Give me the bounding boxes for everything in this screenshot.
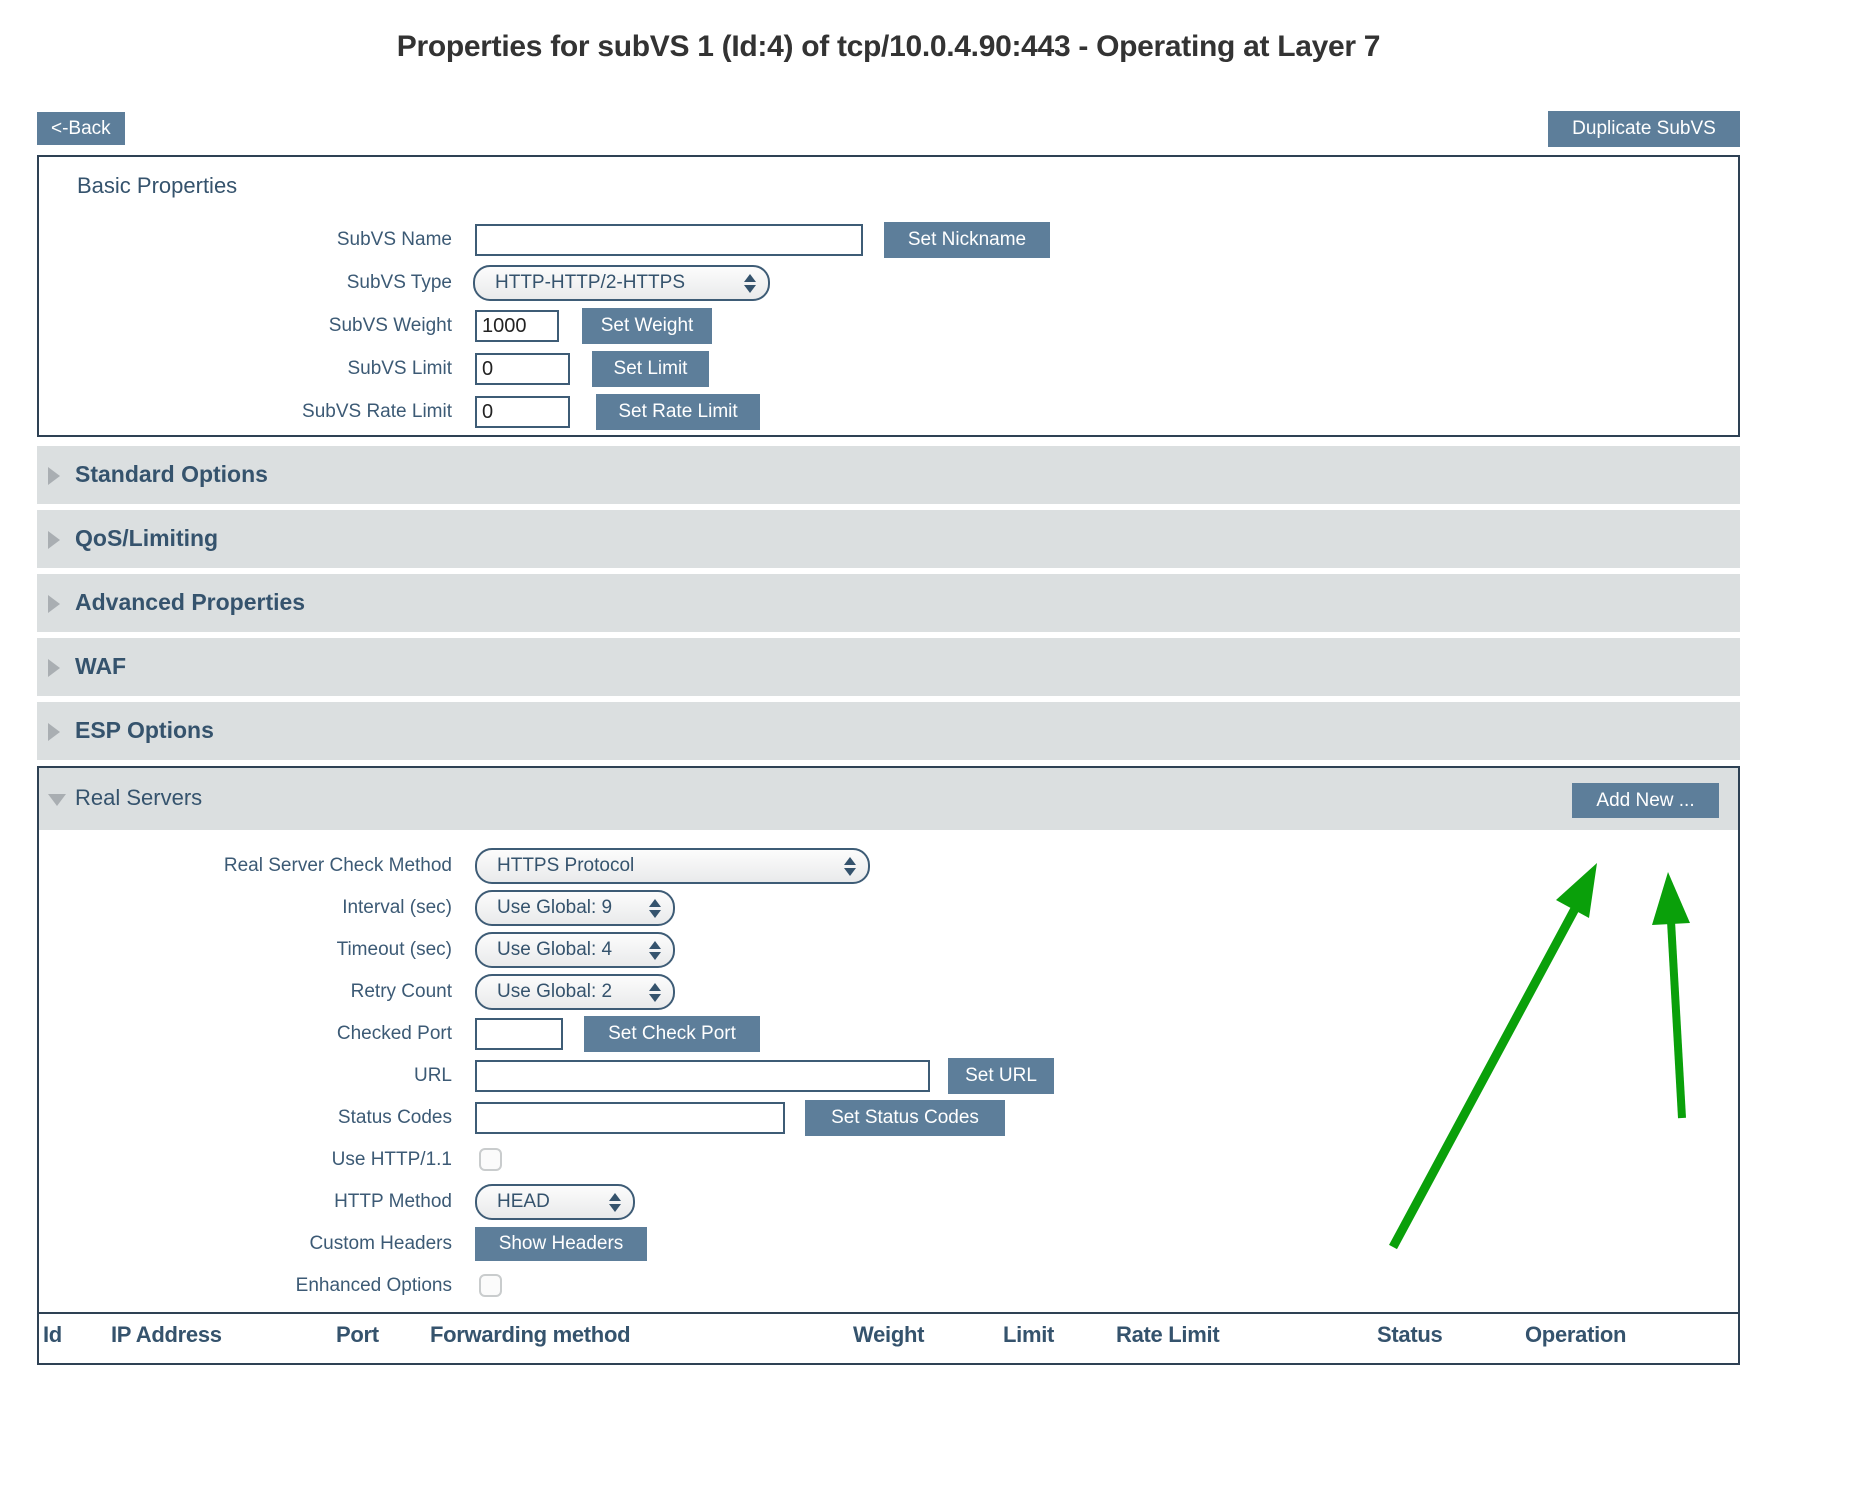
enhanced-options-label: Enhanced Options [295, 1275, 452, 1296]
http-method-select[interactable]: HEAD [475, 1184, 635, 1220]
col-header-id: Id [43, 1322, 62, 1347]
select-updown-icon [649, 982, 661, 1002]
chevron-right-icon [48, 595, 60, 613]
set-check-port-button[interactable]: Set Check Port [584, 1016, 760, 1052]
subvs-name-input[interactable] [475, 224, 863, 256]
table-header-top-border [37, 1312, 1740, 1314]
checked-port-label: Checked Port [336, 1023, 452, 1044]
set-nickname-button[interactable]: Set Nickname [884, 222, 1050, 258]
section-qos-limiting[interactable]: QoS/Limiting [37, 510, 1740, 568]
col-header-weight: Weight [853, 1322, 925, 1347]
col-header-status: Status [1377, 1322, 1443, 1347]
select-updown-icon [609, 1192, 621, 1212]
col-header-limit: Limit [1003, 1322, 1055, 1347]
use-http11-checkbox[interactable] [479, 1148, 502, 1171]
real-servers-heading: Real Servers [75, 785, 203, 810]
retry-count-label: Retry Count [350, 981, 452, 1002]
select-updown-icon [744, 273, 756, 293]
retry-count-value: Use Global: 2 [497, 981, 613, 1002]
interval-label: Interval (sec) [342, 897, 452, 918]
timeout-value: Use Global: 4 [497, 939, 613, 960]
section-standard-options[interactable]: Standard Options [37, 446, 1740, 504]
subvs-type-value: HTTP-HTTP/2-HTTPS [495, 272, 685, 293]
section-esp-options[interactable]: ESP Options [37, 702, 1740, 760]
select-updown-icon [649, 940, 661, 960]
enhanced-options-checkbox[interactable] [479, 1274, 502, 1297]
basic-properties-heading: Basic Properties [77, 173, 238, 198]
subvs-weight-input[interactable] [475, 310, 559, 342]
col-header-port: Port [336, 1322, 379, 1347]
status-codes-label: Status Codes [337, 1107, 452, 1128]
chevron-down-icon [48, 794, 66, 806]
chevron-right-icon [48, 659, 60, 677]
col-header-forwarding: Forwarding method [430, 1322, 631, 1347]
subvs-type-label: SubVS Type [346, 272, 452, 293]
status-codes-input[interactable] [475, 1102, 785, 1134]
back-button[interactable]: <-Back [37, 112, 125, 145]
chevron-right-icon [48, 723, 60, 741]
set-status-codes-button[interactable]: Set Status Codes [805, 1100, 1005, 1136]
col-header-ip-address: IP Address [111, 1322, 222, 1347]
section-label: ESP Options [75, 717, 214, 743]
http-method-value: HEAD [497, 1191, 550, 1212]
subvs-rate-limit-label: SubVS Rate Limit [302, 401, 452, 422]
add-new-button[interactable]: Add New ... [1572, 783, 1719, 818]
set-limit-button[interactable]: Set Limit [592, 351, 709, 387]
interval-value: Use Global: 9 [497, 897, 613, 918]
subvs-name-label: SubVS Name [336, 229, 452, 250]
chevron-right-icon [48, 531, 60, 549]
set-rate-limit-button[interactable]: Set Rate Limit [596, 394, 760, 430]
set-url-button[interactable]: Set URL [948, 1058, 1054, 1094]
url-input[interactable] [475, 1060, 930, 1092]
select-updown-icon [649, 898, 661, 918]
section-waf[interactable]: WAF [37, 638, 1740, 696]
show-headers-button[interactable]: Show Headers [475, 1227, 647, 1261]
check-method-value: HTTPS Protocol [497, 855, 635, 876]
section-advanced-properties[interactable]: Advanced Properties [37, 574, 1740, 632]
use-http11-label: Use HTTP/1.1 [331, 1149, 452, 1170]
set-weight-button[interactable]: Set Weight [582, 308, 712, 344]
http-method-label: HTTP Method [334, 1191, 452, 1212]
url-label: URL [413, 1065, 452, 1086]
duplicate-subvs-button[interactable]: Duplicate SubVS [1548, 111, 1740, 147]
col-header-operation: Operation [1525, 1322, 1627, 1347]
section-label: Standard Options [75, 461, 268, 487]
section-label: Advanced Properties [75, 589, 306, 615]
section-label: QoS/Limiting [75, 525, 219, 551]
chevron-right-icon [48, 467, 60, 485]
basic-properties-box: Basic Properties [37, 155, 1740, 437]
col-header-rate-limit: Rate Limit [1116, 1322, 1220, 1347]
select-updown-icon [844, 856, 856, 876]
checked-port-input[interactable] [475, 1018, 563, 1050]
subvs-limit-label: SubVS Limit [347, 358, 452, 379]
section-label: WAF [75, 653, 127, 679]
subvs-rate-limit-input[interactable] [475, 396, 570, 428]
retry-count-select[interactable]: Use Global: 2 [475, 974, 675, 1010]
timeout-label: Timeout (sec) [336, 939, 452, 960]
subvs-limit-input[interactable] [475, 353, 570, 385]
custom-headers-label: Custom Headers [309, 1233, 452, 1254]
page-title: Properties for subVS 1 (Id:4) of tcp/10.… [396, 30, 1381, 63]
timeout-select[interactable]: Use Global: 4 [475, 932, 675, 968]
check-method-label: Real Server Check Method [223, 855, 452, 876]
subvs-type-select[interactable]: HTTP-HTTP/2-HTTPS [473, 265, 770, 301]
real-servers-header[interactable]: Real Servers Add New ... [39, 768, 1738, 830]
check-method-select[interactable]: HTTPS Protocol [475, 848, 870, 884]
interval-select[interactable]: Use Global: 9 [475, 890, 675, 926]
subvs-weight-label: SubVS Weight [328, 315, 452, 336]
